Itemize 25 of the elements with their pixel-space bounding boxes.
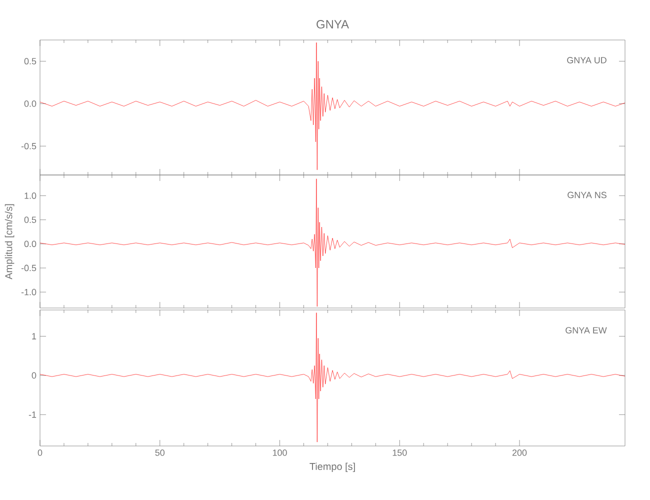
y-tick-label: 1 — [32, 333, 36, 340]
y-tick-label: -1 — [28, 412, 36, 418]
annotation: GNYA NS — [568, 192, 606, 198]
annotation: GNYA UD — [567, 57, 606, 64]
chart-title: GNYA — [316, 20, 349, 28]
y-axis-title: Amplitud [cm/s/s] — [4, 204, 14, 280]
y-tick-label: 1.0 — [24, 192, 36, 199]
y-tick-label: 0.5 — [24, 216, 36, 223]
x-tick-label: 50 — [155, 450, 165, 456]
x-tick-label: 150 — [392, 450, 407, 456]
y-tick-label: 0.0 — [24, 240, 36, 248]
x-axis-title: Tiempo [s] — [310, 462, 355, 472]
y-tick-label: 0.5 — [24, 58, 36, 64]
y-tick-label: 0.0 — [24, 100, 36, 107]
line-series — [40, 178, 626, 307]
y-tick-label: -0.5 — [21, 264, 36, 272]
line-series — [40, 42, 626, 170]
x-tick-label: 0 — [38, 450, 42, 456]
y-tick-label: -1.0 — [21, 288, 36, 296]
y-tick-label: 0 — [32, 372, 36, 379]
y-tick-label: -0.5 — [21, 142, 36, 150]
x-tick-label: 200 — [512, 450, 527, 456]
line-series — [40, 312, 626, 442]
annotation: GNYA EW — [566, 327, 607, 334]
x-tick-label: 100 — [272, 450, 287, 456]
